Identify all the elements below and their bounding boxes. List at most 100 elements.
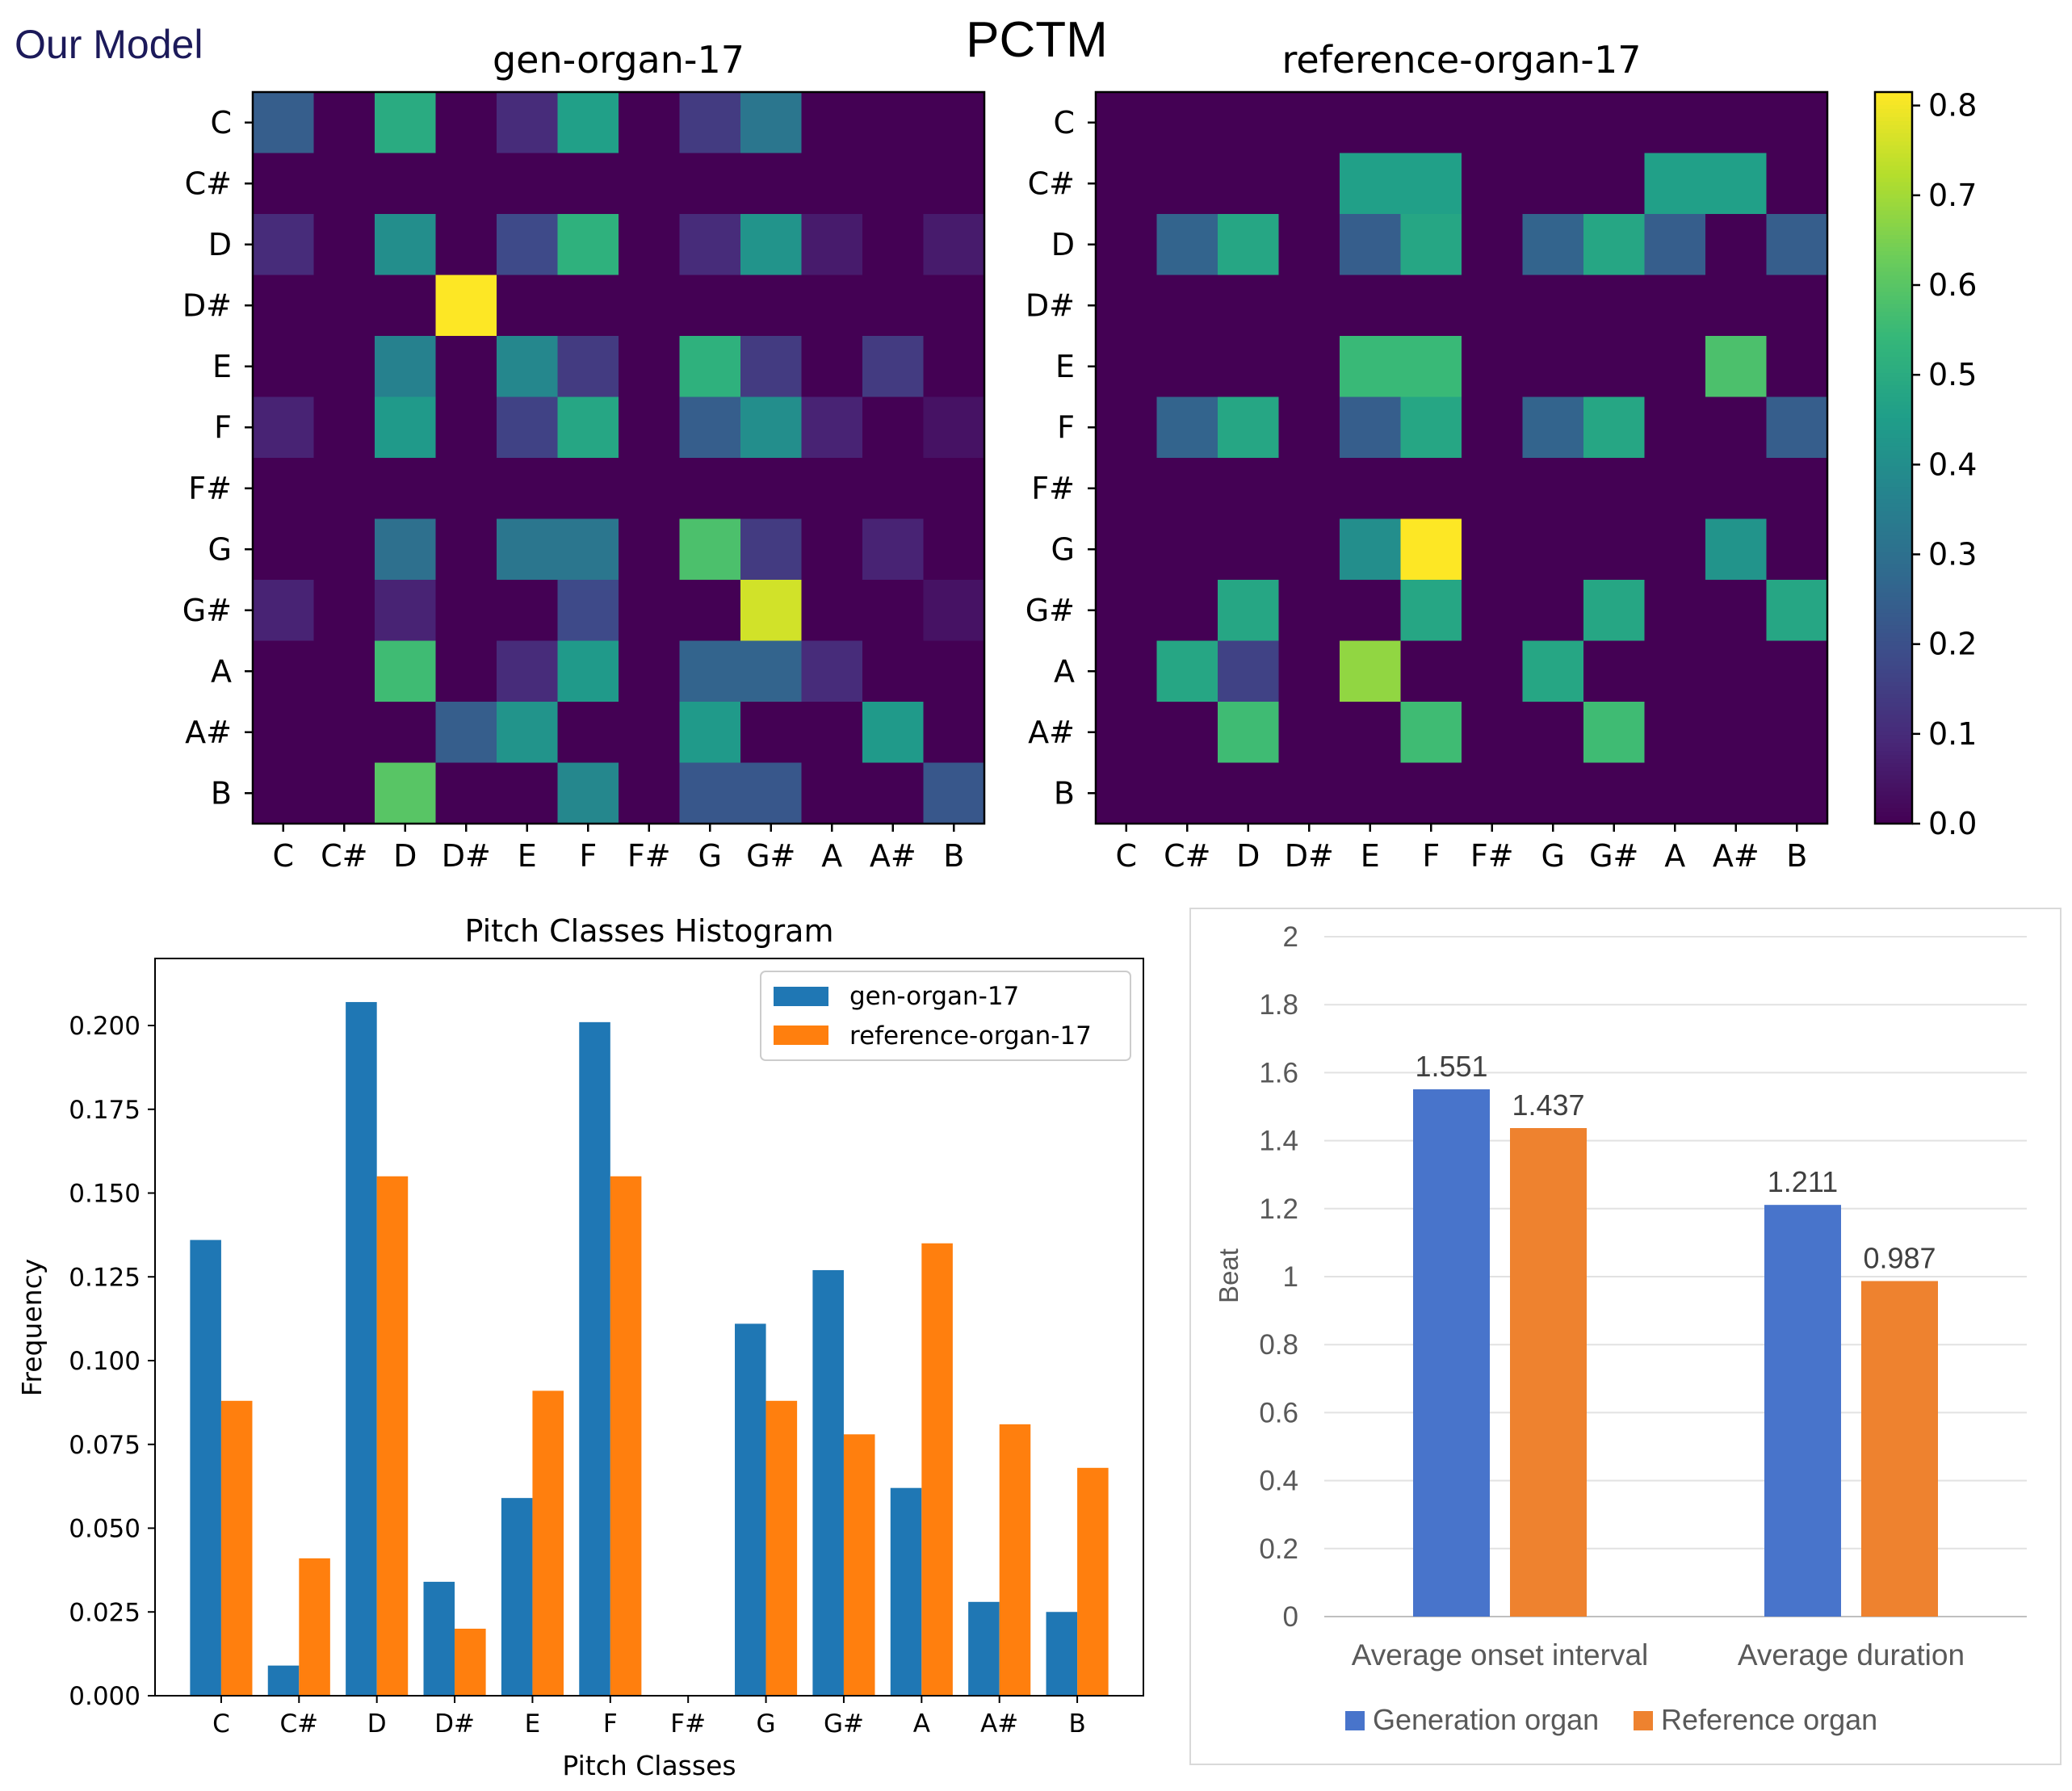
ref-matrix-cell	[1218, 214, 1280, 276]
gen-matrix-cell	[923, 640, 985, 703]
colorbar-band	[1875, 616, 1912, 622]
ref-matrix-cell	[1705, 458, 1768, 520]
colorbar-band	[1875, 494, 1912, 500]
ref-matrix-cell	[1644, 336, 1706, 398]
gen-matrix-cell	[862, 580, 925, 642]
ref-matrix-cell	[1522, 92, 1584, 154]
colorbar-band	[1875, 417, 1912, 422]
gen-matrix-cell	[313, 214, 375, 276]
beat-bar-value-label: 1.211	[1768, 1165, 1838, 1198]
gen-matrix-cell	[923, 702, 985, 764]
gen-matrix-cell	[740, 214, 803, 276]
histogram-bar-ref	[455, 1629, 486, 1696]
histogram-bar-gen	[968, 1601, 1000, 1696]
ref-matrix-cell	[1096, 336, 1158, 398]
gen-matrix-cell	[801, 396, 863, 459]
gen-matrix-cell	[740, 153, 803, 215]
gen-matrix-cell	[313, 275, 375, 337]
ref-matrix-cell	[1644, 275, 1706, 337]
gen-matrix-cell	[497, 396, 559, 459]
histogram-xtick-label: C	[212, 1709, 230, 1739]
gen-matrix-cell	[619, 336, 681, 398]
colorbar-band	[1875, 462, 1912, 467]
colorbar-band	[1875, 177, 1912, 182]
histogram-legend-box	[760, 971, 1131, 1061]
ref-matrix-cell	[1096, 458, 1158, 520]
colorbar-band	[1875, 710, 1912, 715]
gen-matrix-cell	[435, 762, 497, 824]
colorbar-band	[1875, 563, 1912, 568]
colorbar-band	[1875, 685, 1912, 690]
colorbar-band	[1875, 132, 1912, 138]
ref-matrix-cell	[1644, 214, 1706, 276]
ref-matrix-title: reference-organ-17	[1281, 38, 1641, 82]
gen-matrix-cell	[801, 92, 863, 154]
ref-matrix-cell	[1522, 153, 1584, 215]
colorbar-band	[1875, 218, 1912, 223]
beat-chart-bars: 1.551 1.437 1.211 0.987	[1413, 1050, 1938, 1617]
colorbar-band	[1875, 258, 1912, 264]
ref-matrix-cell	[1400, 92, 1462, 154]
colorbar-band	[1875, 413, 1912, 418]
colorbar-band	[1875, 774, 1912, 780]
gen-matrix-cell	[923, 336, 985, 398]
gen-matrix-cell	[619, 640, 681, 703]
gen-matrix-cell	[253, 762, 315, 824]
histogram-xlabel: Pitch Classes	[562, 1750, 736, 1781]
gen-matrix-ytick-label: C	[210, 105, 232, 141]
colorbar-band	[1875, 815, 1912, 820]
gen-matrix-cell	[253, 518, 315, 581]
ref-matrix-cell	[1340, 275, 1402, 337]
colorbar-frame	[1873, 90, 1914, 825]
colorbar-band	[1875, 588, 1912, 593]
gen-matrix-xtick-label: A#	[870, 838, 916, 874]
ref-matrix-xtick-label: A#	[1713, 838, 1760, 874]
colorbar-band	[1875, 746, 1912, 752]
beat-bar-ref	[1861, 1281, 1938, 1617]
ref-matrix-cell	[1278, 153, 1340, 215]
histogram-bar-gen	[267, 1665, 300, 1696]
beat-chart-ytick-label: 1	[1283, 1261, 1298, 1293]
beat-bar-gen	[1413, 1089, 1490, 1617]
colorbar-band	[1875, 795, 1912, 800]
colorbar-band	[1875, 648, 1912, 654]
ref-matrix-xtick-label: F	[1422, 838, 1440, 874]
gen-matrix-cell	[313, 458, 375, 520]
colorbar-band	[1875, 92, 1912, 97]
colorbar-ticks: 0.0 0.1 0.2 0.3 0.4 0.5 0.6 0.7 0.8	[1912, 88, 1977, 841]
gen-matrix-cell	[740, 275, 803, 337]
ref-matrix-cell	[1705, 275, 1768, 337]
colorbar-band	[1875, 226, 1912, 231]
ref-matrix-cell	[1766, 458, 1828, 520]
gen-matrix-cell	[801, 214, 863, 276]
colorbar-band	[1875, 531, 1912, 536]
colorbar-band	[1875, 327, 1912, 333]
colorbar-band	[1875, 612, 1912, 618]
colorbar-band	[1875, 640, 1912, 646]
colorbar-band	[1875, 571, 1912, 577]
gen-matrix-cell	[375, 458, 437, 520]
ref-matrix-cell	[1218, 458, 1280, 520]
ref-matrix-cell	[1156, 702, 1218, 764]
gen-matrix-cell	[679, 702, 741, 764]
colorbar-band	[1875, 136, 1912, 142]
ref-matrix-cell	[1644, 640, 1706, 703]
gen-matrix-cell	[923, 214, 985, 276]
colorbar-band	[1875, 770, 1912, 776]
ref-matrix-cell	[1462, 458, 1524, 520]
colorbar-band	[1875, 697, 1912, 703]
gen-matrix-cell	[435, 702, 497, 764]
histogram-bar-ref	[532, 1390, 564, 1696]
ref-matrix-cell	[1766, 580, 1828, 642]
histogram-xtick-label: A#	[980, 1709, 1018, 1739]
ref-matrix-xtick-label: A	[1664, 838, 1685, 874]
gen-matrix-cell	[313, 153, 375, 215]
colorbar-band	[1875, 458, 1912, 463]
ref-matrix-cell	[1278, 396, 1340, 459]
colorbar-band	[1875, 380, 1912, 386]
ref-matrix-cell	[1522, 702, 1584, 764]
ref-matrix-cell	[1278, 518, 1340, 581]
ref-matrix-cell	[1340, 458, 1402, 520]
gen-matrix-cell	[313, 762, 375, 824]
histogram-bar-gen	[346, 1001, 377, 1696]
